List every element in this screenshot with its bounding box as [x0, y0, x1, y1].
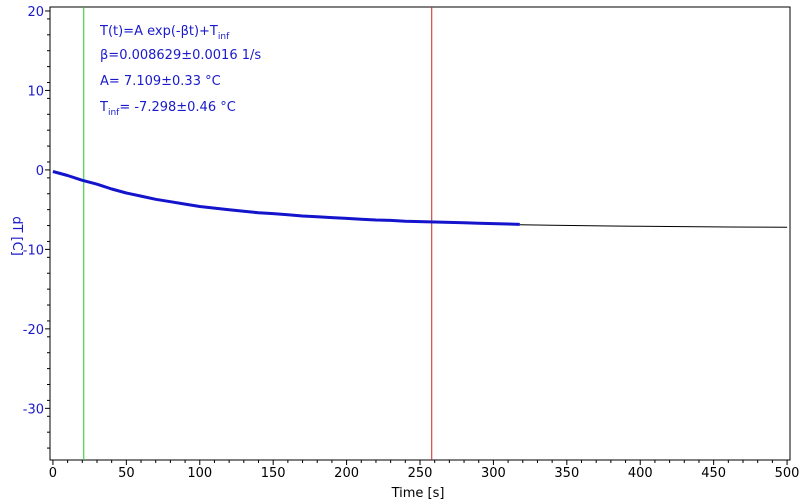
y-tick-label: -10 — [23, 243, 44, 258]
y-tick-label: 20 — [27, 5, 44, 20]
x-tick-label: 250 — [408, 466, 433, 481]
x-tick-label: 300 — [481, 466, 506, 481]
annotation-amplitude: A= 7.109±0.33 °C — [100, 74, 221, 89]
annotation-formula: T(t)=A exp(-βt)+Tinf — [99, 24, 230, 42]
formula-subscript: inf — [218, 32, 230, 42]
annotation-beta: β=0.008629±0.0016 1/s — [100, 48, 261, 63]
measured-data-line — [52, 170, 520, 226]
tinf-value: = -7.298±0.46 °C — [119, 100, 235, 115]
y-axis-label: dT [C] — [9, 216, 24, 256]
fit-extrapolation-line — [519, 224, 788, 228]
x-tick-label: 500 — [775, 466, 800, 481]
x-tick-label: 150 — [261, 466, 286, 481]
data-series — [52, 170, 788, 228]
formula-main: T(t)=A exp(-βt)+T — [99, 24, 218, 39]
x-tick-label: 200 — [334, 466, 359, 481]
x-axis-label: Time [s] — [391, 486, 445, 501]
fit-annotations: T(t)=A exp(-βt)+Tinf β=0.008629±0.0016 1… — [99, 24, 261, 118]
vertical-markers — [83, 7, 433, 460]
tinf-subscript: inf — [108, 108, 120, 118]
x-tick-label: 50 — [118, 466, 135, 481]
y-tick-label: -30 — [23, 402, 44, 417]
x-tick-label: 100 — [187, 466, 212, 481]
x-tick-label: 0 — [49, 466, 57, 481]
annotation-tinf: Tinf= -7.298±0.46 °C — [99, 100, 236, 118]
x-tick-label: 350 — [554, 466, 579, 481]
x-axis-ticks: 0 50 100 150 200 250 300 350 400 450 500 — [49, 460, 800, 481]
y-tick-label: 10 — [27, 84, 44, 99]
x-tick-label: 450 — [701, 466, 726, 481]
x-tick-label: 400 — [628, 466, 653, 481]
y-tick-label: 0 — [36, 164, 44, 179]
y-axis-ticks: 20 10 0 -10 -20 -30 — [23, 5, 50, 449]
y-tick-label: -20 — [23, 323, 44, 338]
tinf-main: T — [99, 100, 108, 115]
